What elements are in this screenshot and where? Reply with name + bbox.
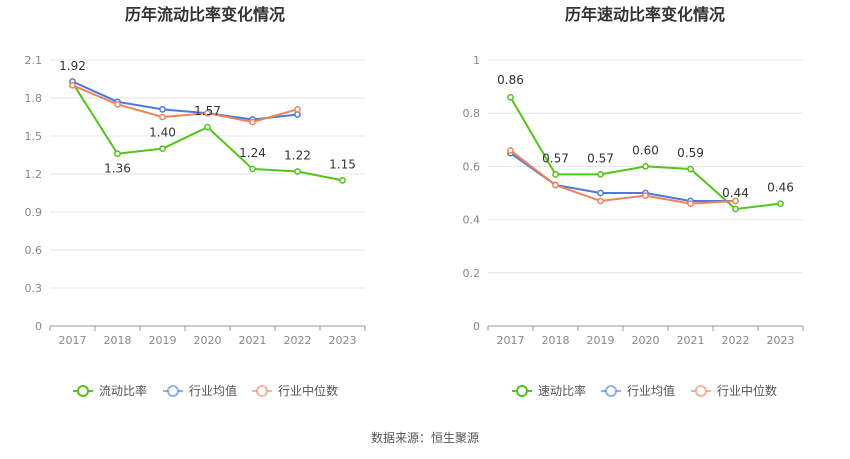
data-label: 0.60: [632, 143, 659, 157]
data-point-company[interactable]: [204, 123, 211, 131]
data-point-industry-median[interactable]: [114, 100, 121, 108]
legend-item-company[interactable]: 流动比率: [73, 383, 147, 398]
data-point-company[interactable]: [552, 171, 559, 178]
data-label: 1.57: [194, 104, 221, 118]
data-point-industry-median[interactable]: [732, 197, 739, 205]
data-point-company[interactable]: [339, 176, 346, 184]
series-line-industry-avg: [72, 80, 298, 121]
data-point-company[interactable]: [159, 145, 166, 153]
data-point-company[interactable]: [114, 150, 121, 158]
data-point-industry-median[interactable]: [597, 197, 604, 205]
data-label: 0.44: [722, 186, 749, 200]
data-point-industry-median[interactable]: [294, 106, 301, 113]
data-label: 1.36: [104, 162, 131, 176]
legend-item-industry-median[interactable]: 行业中位数: [691, 383, 777, 398]
legend-swatch-marker: [77, 385, 89, 397]
quick-ratio-chart: 历年速动比率变化情况 0 0.2 0.4 0.6 0.8 1 2017 2018 2019 2020…: [463, 5, 804, 398]
data-point-industry-median[interactable]: [642, 192, 649, 200]
y-tick-label: 0.3: [25, 282, 43, 295]
y-tick-label: 1.5: [25, 130, 43, 143]
x-tick-label: 2021: [239, 334, 267, 347]
data-point-industry-median[interactable]: [69, 81, 76, 89]
data-point-company[interactable]: [687, 165, 694, 173]
data-point-company[interactable]: [732, 205, 739, 213]
series-line-industry-median: [72, 84, 298, 124]
current-ratio-chart: 历年流动比率变化情况 0 0.3 0.6 0.9 1.2 1.5 1.8 2.1 2017 2018…: [25, 5, 366, 398]
x-tick-label: 2023: [329, 334, 357, 347]
data-label: 1.40: [149, 126, 176, 140]
y-tick-label: 0: [35, 320, 42, 333]
data-label: 0.57: [542, 151, 569, 165]
legend-label: 行业中位数: [278, 383, 338, 398]
y-tick-label: 0: [473, 320, 480, 333]
x-tick-label: 2018: [542, 334, 570, 347]
legend-item-industry-avg[interactable]: 行业均值: [601, 383, 675, 398]
y-tick-label: 0.6: [25, 244, 43, 257]
y-tick-label: 1: [473, 54, 480, 67]
data-label: 1.24: [239, 146, 266, 160]
data-point-industry-median[interactable]: [249, 118, 256, 126]
data-label: 0.46: [767, 181, 794, 195]
data-point-company[interactable]: [777, 200, 784, 207]
legend-swatch-marker: [256, 385, 268, 397]
data-point-company[interactable]: [249, 165, 256, 173]
data-point-company[interactable]: [597, 171, 604, 178]
data-point-industry-avg[interactable]: [159, 106, 166, 113]
legend-swatch-marker: [605, 385, 617, 397]
x-tick-label: 2022: [722, 334, 750, 347]
legend-label: 行业均值: [189, 383, 237, 398]
data-point-industry-median[interactable]: [204, 109, 211, 117]
x-tick-label: 2021: [677, 334, 705, 347]
data-label: 0.86: [497, 73, 524, 87]
legend-item-industry-median[interactable]: 行业中位数: [252, 383, 338, 398]
data-point-industry-median[interactable]: [687, 200, 694, 207]
x-tick-label: 2019: [587, 334, 615, 347]
x-tick-label: 2017: [59, 334, 87, 347]
data-label: 0.59: [677, 146, 704, 160]
y-tick-label: 0.4: [463, 214, 481, 227]
y-tick-label: 0.8: [463, 107, 481, 120]
data-label: 1.92: [59, 59, 86, 73]
chart-title: 历年速动比率变化情况: [565, 5, 725, 24]
x-tick-label: 2020: [632, 334, 660, 347]
y-tick-label: 0.6: [463, 160, 481, 173]
y-tick-label: 1.2: [25, 168, 43, 181]
legend-item-company[interactable]: 速动比率: [512, 383, 586, 398]
data-point-company[interactable]: [507, 93, 514, 101]
legend-item-industry-avg[interactable]: 行业均值: [163, 383, 237, 398]
data-point-company[interactable]: [294, 168, 301, 175]
data-label: 1.22: [284, 148, 311, 162]
x-tick-label: 2018: [104, 334, 132, 347]
y-tick-label: 2.1: [25, 54, 43, 67]
x-tick-label: 2022: [284, 334, 312, 347]
legend-label: 行业均值: [627, 383, 675, 398]
data-label: 1.15: [329, 157, 356, 171]
chart-title: 历年流动比率变化情况: [125, 5, 285, 24]
legend-swatch-marker: [167, 385, 179, 397]
data-point-industry-median[interactable]: [507, 147, 514, 154]
data-label: 0.57: [587, 151, 614, 165]
legend-label: 行业中位数: [717, 383, 777, 398]
source-note: 数据来源：恒生聚源: [371, 430, 479, 445]
y-tick-label: 0.9: [25, 206, 43, 219]
legend-swatch-marker: [516, 385, 528, 397]
x-tick-label: 2019: [149, 334, 177, 347]
data-point-company[interactable]: [642, 163, 649, 170]
legend-label: 流动比率: [99, 383, 147, 398]
x-tick-label: 2017: [497, 334, 525, 347]
y-tick-label: 0.2: [463, 267, 481, 280]
series-line-industry-median: [509, 149, 736, 205]
y-tick-label: 1.8: [25, 92, 43, 105]
x-tick-label: 2023: [767, 334, 795, 347]
x-tick-label: 2020: [194, 334, 222, 347]
data-point-industry-median[interactable]: [552, 181, 559, 189]
data-point-industry-avg[interactable]: [597, 189, 604, 197]
legend-swatch-marker: [695, 385, 707, 397]
legend-label: 速动比率: [538, 383, 586, 398]
data-point-industry-median[interactable]: [159, 113, 166, 121]
